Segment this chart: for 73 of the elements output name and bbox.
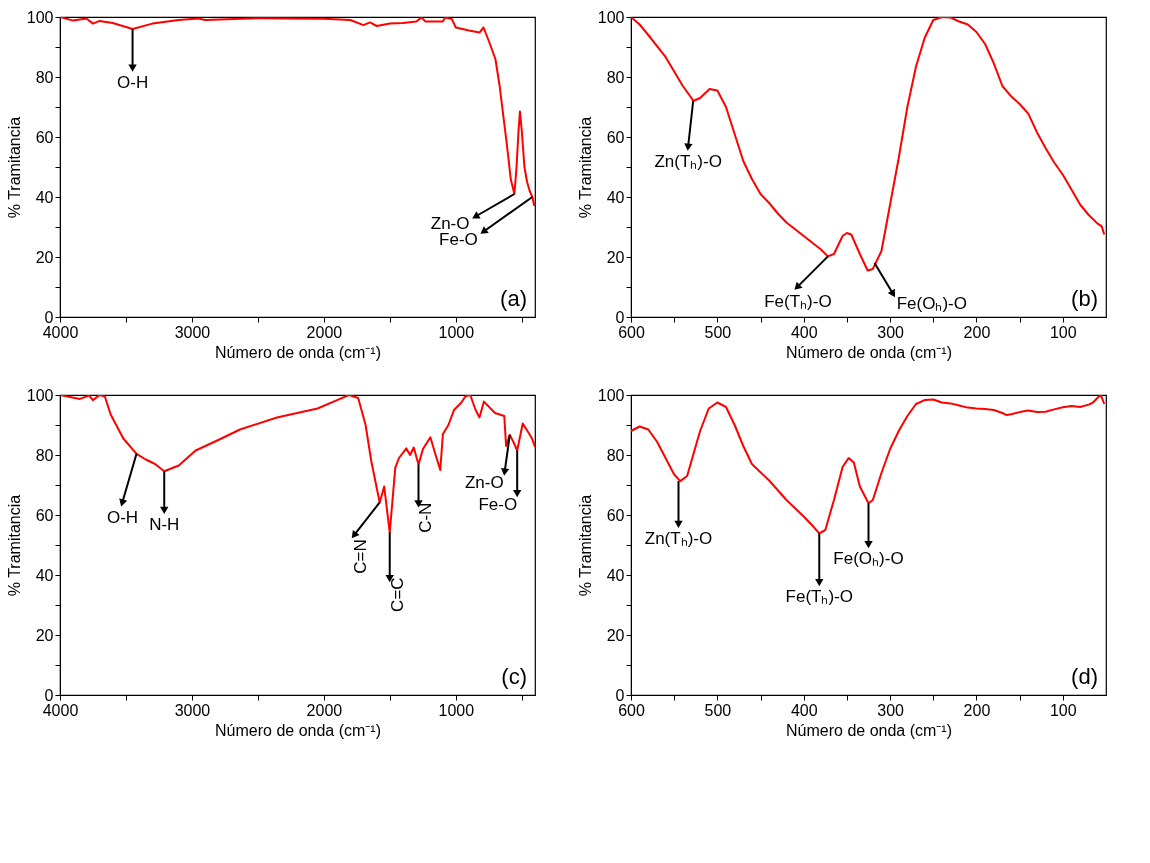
x-tick-label: 300 <box>877 701 905 719</box>
annotation: Fe(Oₕ)-O <box>896 293 967 313</box>
y-tick-label: 0 <box>615 308 625 326</box>
annotation: (d) <box>1071 664 1098 689</box>
x-tick-label: 600 <box>618 323 645 341</box>
annotation: Zn(Tₕ)-O <box>644 529 713 549</box>
y-tick-label: 40 <box>606 188 625 206</box>
x-tick-label: 2000 <box>306 701 343 719</box>
y-axis-title: % Tramitancia <box>576 494 594 597</box>
y-tick-label: 100 <box>26 386 54 404</box>
y-tick-label: 0 <box>44 686 54 704</box>
x-tick-label: 3000 <box>174 701 211 719</box>
y-axis-title: % Tramitancia <box>5 116 23 219</box>
annotation: (c) <box>501 664 527 689</box>
annotation: (a) <box>500 286 527 311</box>
y-axis-title: % Tramitancia <box>5 494 23 597</box>
x-tick-label: 100 <box>1049 701 1077 719</box>
x-axis-title: Número de onda (cm⁻¹) <box>215 343 381 361</box>
y-tick-label: 80 <box>606 68 625 86</box>
annotation: O-H <box>106 507 139 527</box>
x-tick-label: 1000 <box>438 701 475 719</box>
y-tick-label: 80 <box>606 446 625 464</box>
y-tick-label: 100 <box>597 386 625 404</box>
annotation: Fe(Tₕ)-O <box>785 587 853 607</box>
y-tick-label: 60 <box>606 128 625 146</box>
x-tick-label: 4000 <box>42 701 79 719</box>
y-tick-label: 60 <box>606 506 625 524</box>
y-tick-label: 20 <box>606 248 625 266</box>
y-tick-label: 80 <box>35 68 54 86</box>
y-tick-label: 100 <box>597 8 625 26</box>
annotation: N-H <box>149 515 180 535</box>
y-tick-label: 0 <box>44 308 54 326</box>
x-tick-label: 200 <box>963 323 991 341</box>
y-tick-label: 20 <box>35 248 54 266</box>
y-tick-label: 20 <box>35 626 54 644</box>
x-tick-label: 400 <box>790 701 818 719</box>
line-series <box>60 395 535 534</box>
y-tick-label: 40 <box>35 188 54 206</box>
annotation: O-H <box>116 73 149 92</box>
x-axis-title: Número de onda (cm⁻¹) <box>786 343 952 361</box>
x-tick-label: 500 <box>704 701 732 719</box>
y-tick-label: 0 <box>615 686 625 704</box>
x-tick-label: 3000 <box>174 323 211 341</box>
x-tick-label: 4000 <box>42 323 79 341</box>
annotation: C-N <box>416 502 436 533</box>
y-tick-label: 100 <box>26 8 54 26</box>
line-series <box>631 17 1106 272</box>
annotation: C=C <box>387 577 407 612</box>
annotation: C=N <box>351 539 371 574</box>
x-tick-label: 1000 <box>438 323 475 341</box>
y-tick-label: 40 <box>35 566 54 584</box>
x-tick-label: 500 <box>704 323 732 341</box>
x-tick-label: 300 <box>877 323 905 341</box>
line-series <box>60 17 535 207</box>
y-tick-label: 80 <box>35 446 54 464</box>
y-axis-title: % Tramitancia <box>576 116 594 219</box>
y-tick-label: 60 <box>35 506 54 524</box>
x-axis-title: Número de onda (cm⁻¹) <box>786 721 952 739</box>
x-axis-title: Número de onda (cm⁻¹) <box>215 721 381 739</box>
y-tick-label: 40 <box>606 566 625 584</box>
x-tick-label: 400 <box>790 323 818 341</box>
annotation: Fe(Oₕ)-O <box>833 549 904 569</box>
x-tick-label: 2000 <box>306 323 343 341</box>
annotation: (b) <box>1071 286 1098 311</box>
x-tick-label: 100 <box>1049 323 1077 341</box>
annotation: Zn(Tₕ)-O <box>654 152 722 171</box>
annotation: Fe(Tₕ)-O <box>764 292 832 312</box>
y-tick-label: 60 <box>35 128 54 146</box>
x-tick-label: 200 <box>963 701 991 719</box>
y-tick-label: 20 <box>606 626 625 644</box>
x-tick-label: 600 <box>618 701 645 719</box>
annotation: Fe-O <box>478 494 518 514</box>
annotation: Zn-O <box>464 472 504 492</box>
